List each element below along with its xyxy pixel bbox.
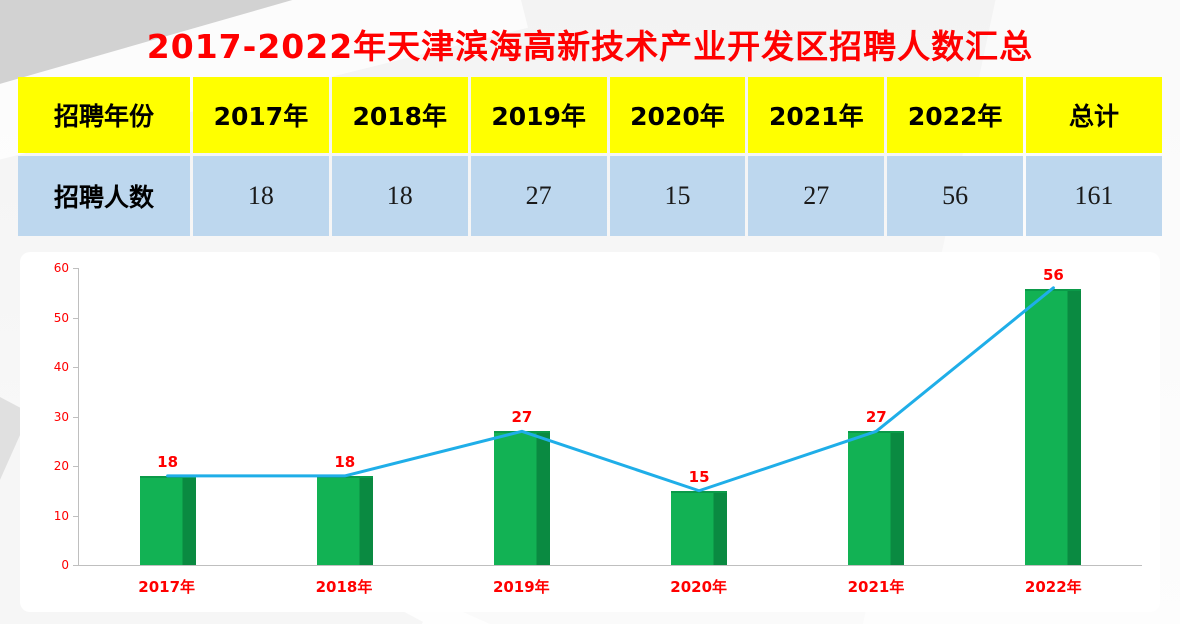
bar-data-label: 18 <box>157 452 179 471</box>
y-axis-tick-label: 60 <box>27 262 78 274</box>
bar-column: 15 <box>611 268 788 565</box>
data-row-label: 招聘人数 <box>18 156 190 236</box>
bar-column: 18 <box>79 268 256 565</box>
page-title: 2017-2022年天津滨海高新技术产业开发区招聘人数汇总 <box>146 27 1034 66</box>
value-cell: 161 <box>1026 156 1162 236</box>
value-cell: 15 <box>609 156 746 236</box>
x-axis-label: 2018年 <box>315 578 373 596</box>
bar <box>1025 289 1082 565</box>
y-axis-tick-label: 0 <box>27 559 78 571</box>
bar-column: 27 <box>433 268 610 565</box>
plot-area: 18 18 27 15 27 56 0 10 20 30 40 50 60 <box>54 262 1142 571</box>
bar <box>139 475 196 565</box>
bar-data-label: 15 <box>688 467 710 486</box>
bar <box>316 475 373 565</box>
y-axis-tick-label: 50 <box>27 312 78 324</box>
bar <box>848 431 905 565</box>
bar-data-label: 56 <box>1043 266 1064 284</box>
x-axis-labels: 2017年 2018年 2019年 2020年 2021年 2022年 <box>78 576 1142 597</box>
header-row-label: 招聘年份 <box>18 77 190 153</box>
x-axis-label: 2021年 <box>847 578 905 596</box>
bar-data-label: 27 <box>865 408 887 427</box>
y-axis-tick-label: 10 <box>27 510 78 522</box>
year-header-cell: 2019年 <box>470 77 607 153</box>
x-axis-label: 2019年 <box>492 578 550 596</box>
value-cell: 27 <box>748 156 885 236</box>
year-header-cell: 2018年 <box>331 77 468 153</box>
value-cell: 18 <box>193 156 329 236</box>
table-header-row: 招聘年份 2017年 2018年 2019年 2020年 2021年 2022年 总计 <box>18 77 1162 153</box>
bar-data-label: 18 <box>334 452 356 471</box>
year-header-cell: 2021年 <box>748 77 885 153</box>
bar <box>671 490 728 565</box>
bar-column: 56 <box>965 268 1142 565</box>
year-header-cell: 2022年 <box>887 77 1024 153</box>
total-header-cell: 总计 <box>1026 77 1162 153</box>
chart-card: 18 18 27 15 27 56 0 10 20 30 40 50 60 2017年 2018年 201… <box>20 252 1160 612</box>
year-header-cell: 2017年 <box>193 77 329 153</box>
value-cell: 18 <box>331 156 468 236</box>
y-axis-tick-label: 20 <box>27 460 78 472</box>
x-axis-label: 2022年 <box>1024 578 1082 596</box>
table-data-row: 招聘人数 18 18 27 15 27 56 161 <box>18 156 1162 236</box>
bar <box>493 431 550 565</box>
y-axis-tick-label: 30 <box>27 411 78 423</box>
x-axis-label: 2017年 <box>138 578 196 596</box>
x-axis-label: 2020年 <box>670 578 728 596</box>
value-cell: 56 <box>887 156 1024 236</box>
bar-series: 18 18 27 15 27 56 <box>79 268 1142 565</box>
bar-data-label: 27 <box>511 408 533 427</box>
y-axis-tick-label: 40 <box>27 361 78 373</box>
summary-table: 招聘年份 2017年 2018年 2019年 2020年 2021年 2022年 总计 招聘… <box>15 74 1165 239</box>
value-cell: 27 <box>470 156 607 236</box>
year-header-cell: 2020年 <box>609 77 746 153</box>
bar-column: 27 <box>788 268 965 565</box>
bar-column: 18 <box>256 268 433 565</box>
